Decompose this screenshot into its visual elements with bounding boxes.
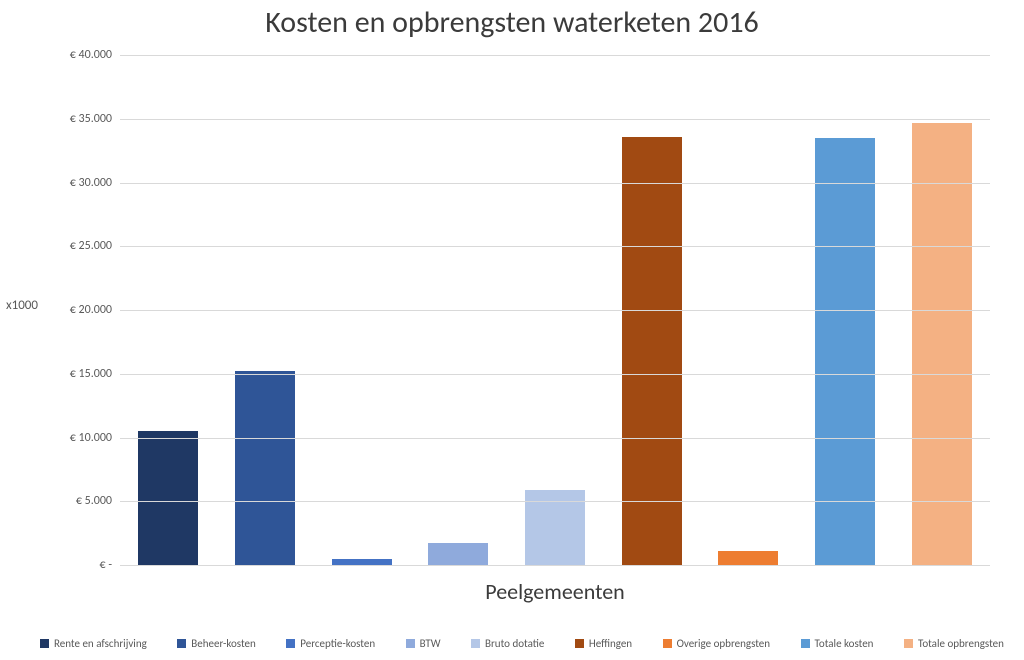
legend-label: Beheer-kosten: [191, 637, 256, 650]
y-tick-label: € 10.000: [52, 431, 112, 445]
legend-swatch: [406, 639, 415, 648]
y-tick-label: € 40.000: [52, 48, 112, 62]
bar-totale-opbrengsten: [912, 123, 972, 565]
legend-item: Heffingen: [575, 637, 632, 650]
y-tick-label: € -: [52, 558, 112, 572]
legend-swatch: [663, 639, 672, 648]
legend-item: Beheer-kosten: [177, 637, 256, 650]
y-tick-label: € 20.000: [52, 303, 112, 317]
legend-swatch: [286, 639, 295, 648]
legend-item: Perceptie-kosten: [286, 637, 375, 650]
legend-item: BTW: [406, 637, 441, 650]
x-axis-title: Peelgemeenten: [120, 578, 990, 605]
gridline: [120, 119, 990, 120]
legend-item: Overige opbrengsten: [663, 637, 771, 650]
plot-area: [120, 55, 990, 566]
legend-label: BTW: [420, 637, 441, 650]
bar-btw: [428, 543, 488, 565]
legend-item: Totale opbrengsten: [904, 637, 1004, 650]
legend-swatch: [801, 639, 810, 648]
y-tick-label: € 30.000: [52, 176, 112, 190]
legend-label: Overige opbrengsten: [677, 637, 771, 650]
y-tick-label: € 5.000: [52, 494, 112, 508]
legend: Rente en afschrijving Beheer-kosten Percep…: [40, 637, 1004, 650]
legend-swatch: [471, 639, 480, 648]
bar-rente-en-afschrijving: [138, 431, 198, 565]
legend-item: Rente en afschrijving: [40, 637, 147, 650]
y-tick-label: € 35.000: [52, 112, 112, 126]
gridline: [120, 501, 990, 502]
bar-chart: Kosten en opbrengsten waterketen 2016 x1…: [0, 0, 1024, 660]
legend-label: Heffingen: [589, 637, 632, 650]
y-tick-label: € 25.000: [52, 239, 112, 253]
gridline: [120, 374, 990, 375]
legend-label: Totale kosten: [815, 637, 874, 650]
legend-swatch: [904, 639, 913, 648]
bar-beheer-kosten: [235, 371, 295, 565]
legend-label: Rente en afschrijving: [54, 637, 147, 650]
gridline: [120, 246, 990, 247]
gridline: [120, 55, 990, 56]
legend-label: Bruto dotatie: [485, 637, 544, 650]
bar-overige-opbrengsten: [718, 551, 778, 565]
gridline: [120, 438, 990, 439]
y-axis-title: x1000: [6, 298, 38, 313]
legend-swatch: [177, 639, 186, 648]
legend-item: Bruto dotatie: [471, 637, 544, 650]
legend-swatch: [575, 639, 584, 648]
legend-item: Totale kosten: [801, 637, 874, 650]
legend-label: Perceptie-kosten: [300, 637, 375, 650]
y-tick-label: € 15.000: [52, 367, 112, 381]
legend-label: Totale opbrengsten: [918, 637, 1004, 650]
gridline: [120, 183, 990, 184]
legend-swatch: [40, 639, 49, 648]
bar-perceptie-kosten: [332, 559, 392, 565]
chart-title: Kosten en opbrengsten waterketen 2016: [0, 4, 1024, 41]
gridline: [120, 310, 990, 311]
